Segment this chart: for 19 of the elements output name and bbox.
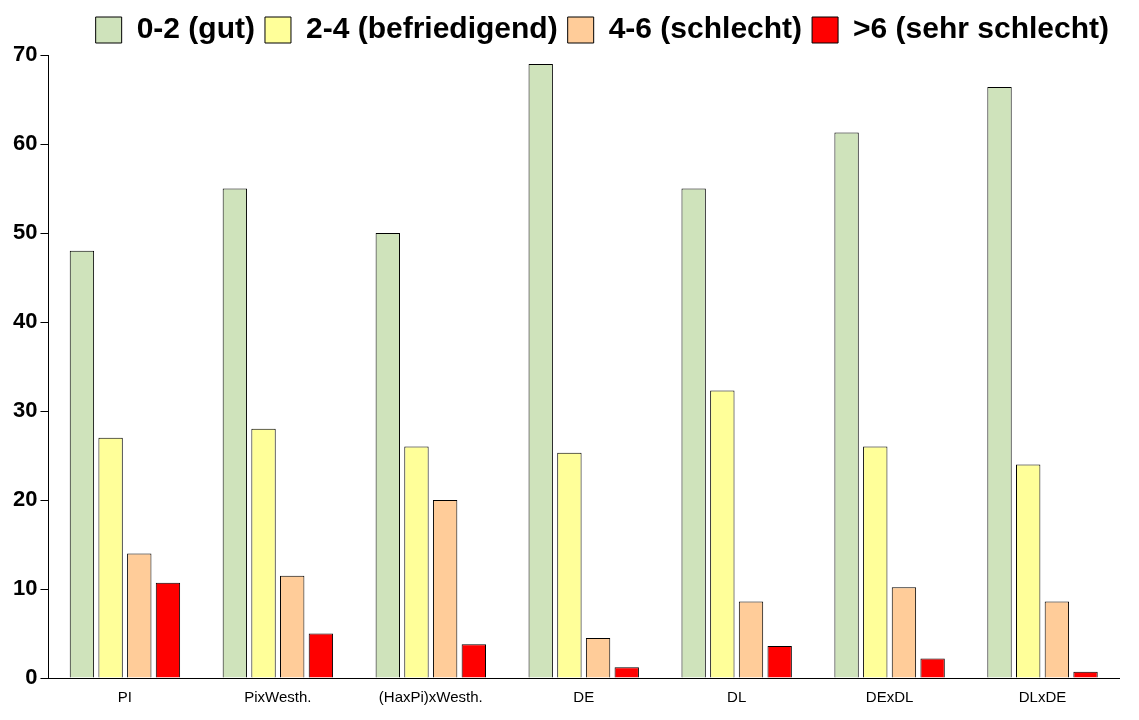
y-tick-label: 10 bbox=[12, 575, 38, 601]
legend-label: 2-4 (befriedigend) bbox=[305, 11, 558, 45]
x-tick-label: DExDL bbox=[865, 688, 914, 706]
x-tick-label: PI bbox=[117, 688, 133, 706]
legend-label: 0-2 (gut) bbox=[136, 11, 255, 45]
y-tick-label: 30 bbox=[12, 397, 38, 423]
x-tick-label: DLxDE bbox=[1018, 688, 1067, 706]
x-tick-label: DL bbox=[727, 688, 747, 706]
legend-label: >6 (sehr schlecht) bbox=[853, 11, 1109, 45]
x-tick-label: (HaxPi)xWesth. bbox=[378, 688, 483, 706]
y-tick-label: 0 bbox=[25, 664, 38, 690]
y-tick-label: 20 bbox=[12, 486, 38, 512]
legend-label: 4-6 (schlecht) bbox=[608, 11, 803, 45]
y-tick-label: 60 bbox=[12, 130, 38, 156]
y-tick-label: 70 bbox=[12, 41, 38, 67]
y-tick-label: 50 bbox=[12, 219, 38, 245]
y-tick-label: 40 bbox=[12, 308, 38, 334]
x-tick-label: PixWesth. bbox=[244, 688, 312, 706]
x-tick-label: DE bbox=[573, 688, 595, 706]
